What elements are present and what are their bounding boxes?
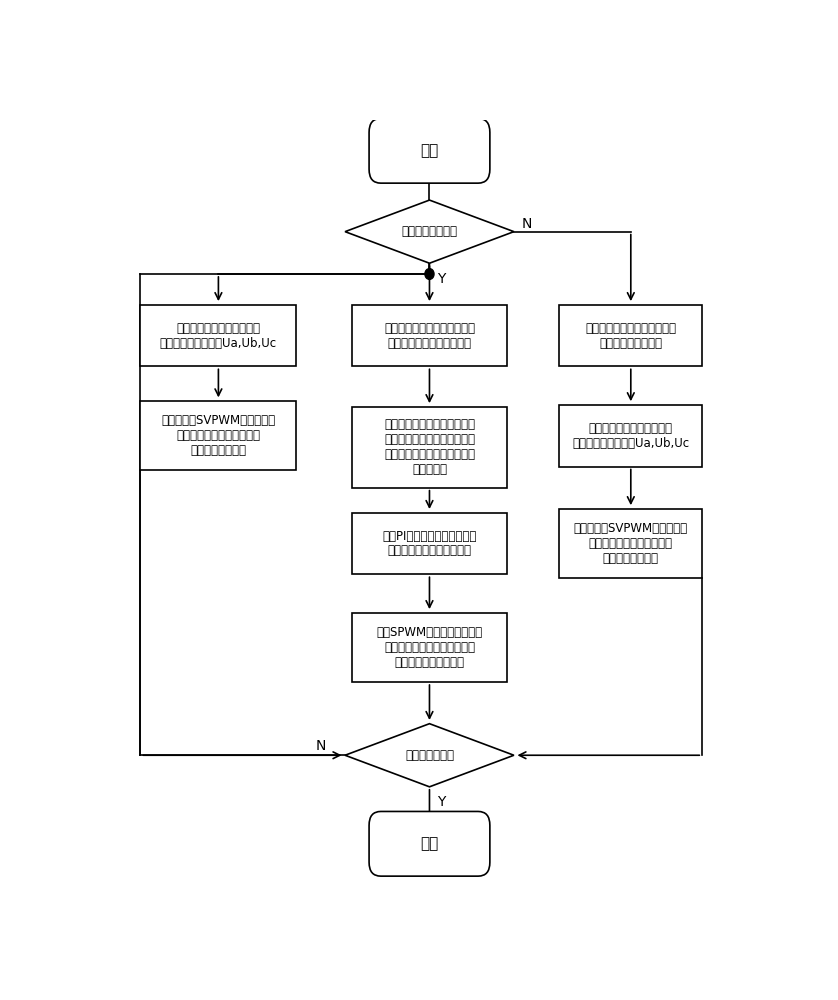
Bar <box>141 305 297 366</box>
Bar <box>352 305 508 366</box>
FancyBboxPatch shape <box>369 118 490 183</box>
Bar <box>560 405 702 467</box>
Text: 开始: 开始 <box>421 143 438 158</box>
Text: 通过SPWM调制输出脉冲，保
障直流侧输出目标电压，以控
制储能元件的电流输出: 通过SPWM调制输出脉冲，保 障直流侧输出目标电压，以控 制储能元件的电流输出 <box>376 626 483 669</box>
Bar <box>560 305 702 366</box>
Polygon shape <box>345 724 514 787</box>
Text: 列车处于应急状态，储能元件
直接连接牵引逆变器: 列车处于应急状态，储能元件 直接连接牵引逆变器 <box>585 322 676 350</box>
Text: N: N <box>522 217 532 231</box>
FancyBboxPatch shape <box>369 811 490 876</box>
Bar <box>141 401 297 470</box>
Text: 根据储能元件能量输出面积算
直流侧目标电压，并采集实际
直流侧电压值，以及交流测电
压与电流值: 根据储能元件能量输出面积算 直流侧目标电压，并采集实际 直流侧电压值，以及交流测… <box>384 418 475 476</box>
Bar <box>352 407 508 488</box>
Text: 结束: 结束 <box>421 836 438 851</box>
Text: Y: Y <box>437 272 446 286</box>
Circle shape <box>425 269 434 279</box>
Text: 通过逆变器SVPWM调制，保障
逆变器输出三相电压满足要
求，维持电机运转: 通过逆变器SVPWM调制，保障 逆变器输出三相电压满足要 求，维持电机运转 <box>162 414 276 457</box>
Text: 接收列车中控指令，确认当前
状态下储能元件的功率输出: 接收列车中控指令，确认当前 状态下储能元件的功率输出 <box>384 322 475 350</box>
Bar <box>352 613 508 682</box>
Text: 通过PI计算计算出交流测电压
与电流指令值，作为调制波: 通过PI计算计算出交流测电压 与电流指令值，作为调制波 <box>382 530 477 558</box>
Bar <box>352 513 508 574</box>
Text: N: N <box>316 739 326 753</box>
Polygon shape <box>345 200 514 263</box>
Bar <box>560 509 702 578</box>
Text: 根据列车运行状态及运行目
标，计算出三相电压Ua,Ub,Uc: 根据列车运行状态及运行目 标，计算出三相电压Ua,Ub,Uc <box>572 422 690 450</box>
Text: 根据列车运行状态及运行目
标，计算出三相电压Ua,Ub,Uc: 根据列车运行状态及运行目 标，计算出三相电压Ua,Ub,Uc <box>160 322 277 350</box>
Text: 列车处于正常模式: 列车处于正常模式 <box>401 225 458 238</box>
Text: Y: Y <box>437 795 446 809</box>
Text: 列车到达终点站: 列车到达终点站 <box>405 749 454 762</box>
Text: 通过逆变器SVPWM调制，保障
逆变器输出三相电压满足要
求，维持电机运转: 通过逆变器SVPWM调制，保障 逆变器输出三相电压满足要 求，维持电机运转 <box>574 522 688 565</box>
